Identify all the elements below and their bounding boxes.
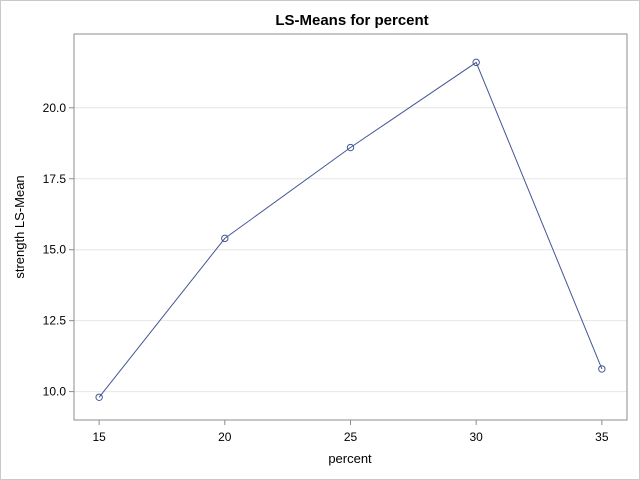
y-tick-label: 10.0 — [43, 385, 67, 399]
x-tick-label: 20 — [218, 430, 232, 444]
x-axis: 15 20 25 30 35 — [92, 420, 609, 444]
x-tick-label: 30 — [470, 430, 484, 444]
y-tick-label: 17.5 — [43, 172, 67, 186]
grid-lines — [74, 107, 627, 393]
data-point — [346, 143, 355, 152]
x-tick-label: 35 — [595, 430, 609, 444]
series-line — [98, 61, 603, 398]
data-point — [472, 58, 480, 67]
y-tick-label: 15.0 — [43, 243, 67, 257]
y-axis-label: strength LS-Mean — [12, 175, 27, 278]
data-point — [598, 365, 606, 373]
chart-title: LS-Means for percent — [275, 12, 428, 29]
y-tick-label: 20.0 — [43, 101, 67, 115]
data-point — [95, 393, 103, 401]
x-tick-label: 15 — [92, 430, 106, 444]
y-axis: 10.0 12.5 15.0 17.5 20.0 — [43, 101, 74, 399]
x-tick-label: 25 — [344, 430, 358, 444]
series-strength — [95, 58, 606, 401]
data-point — [221, 234, 229, 243]
x-axis-label: percent — [328, 451, 372, 466]
y-tick-label: 12.5 — [43, 314, 67, 328]
